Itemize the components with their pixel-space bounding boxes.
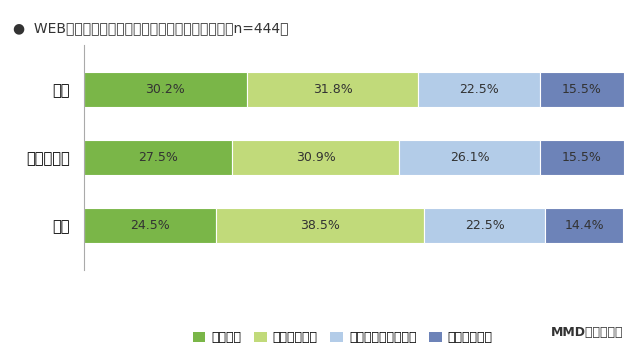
Bar xyxy=(424,208,545,243)
Bar xyxy=(540,72,624,107)
Legend: 気になる, 少し気になる, あまり気にならない, 気にならない: 気になる, 少し気になる, あまり気にならない, 気にならない xyxy=(188,326,498,346)
Text: 30.2%: 30.2% xyxy=(145,83,185,96)
Text: 38.5%: 38.5% xyxy=(300,219,340,232)
Text: 22.5%: 22.5% xyxy=(459,83,499,96)
Text: MMD研究所調べ: MMD研究所調べ xyxy=(551,326,624,339)
Bar xyxy=(419,72,540,107)
Bar xyxy=(84,208,216,243)
Bar xyxy=(84,72,247,107)
Text: 15.5%: 15.5% xyxy=(562,83,602,96)
Bar xyxy=(247,72,419,107)
Bar xyxy=(84,140,232,175)
Bar xyxy=(540,140,624,175)
Text: 26.1%: 26.1% xyxy=(449,151,489,164)
Bar xyxy=(216,208,424,243)
Text: 15.5%: 15.5% xyxy=(562,151,602,164)
Text: 14.4%: 14.4% xyxy=(565,219,604,232)
Text: 27.5%: 27.5% xyxy=(138,151,178,164)
Bar xyxy=(232,140,399,175)
Bar xyxy=(545,208,623,243)
Text: 31.8%: 31.8% xyxy=(312,83,352,96)
Text: 30.9%: 30.9% xyxy=(296,151,336,164)
Bar xyxy=(399,140,540,175)
Text: ●  WEB会議の際、相手の身だしなみが気になるか（n=444）: ● WEB会議の際、相手の身だしなみが気になるか（n=444） xyxy=(13,21,288,35)
Text: 24.5%: 24.5% xyxy=(130,219,170,232)
Text: 22.5%: 22.5% xyxy=(465,219,505,232)
